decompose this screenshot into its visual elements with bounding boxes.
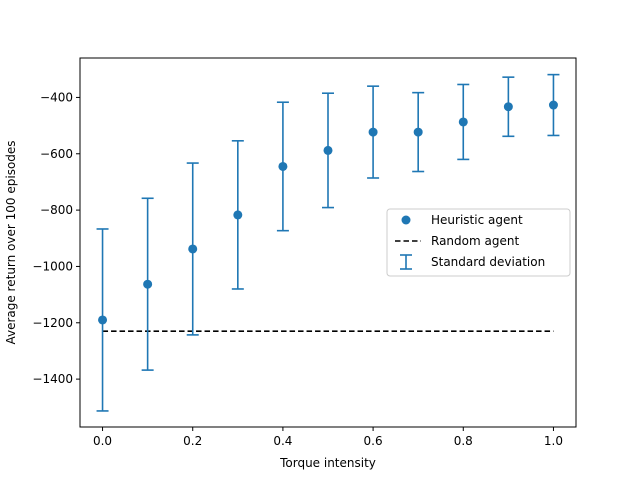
y-tick-label: −800 — [40, 203, 73, 217]
legend-label-random: Random agent — [431, 234, 519, 248]
data-point — [98, 315, 108, 325]
data-point — [413, 127, 423, 137]
legend-box — [386, 208, 571, 277]
data-point — [368, 127, 378, 137]
data-point — [233, 210, 243, 220]
plot-area — [96, 73, 560, 412]
data-point — [278, 161, 288, 171]
data-point — [548, 100, 558, 110]
legend-label-heuristic: Heuristic agent — [431, 213, 523, 227]
data-point — [143, 279, 153, 289]
legend: Heuristic agent Random agent Standard devi… — [386, 208, 571, 277]
x-tick-label: 0.2 — [183, 434, 202, 448]
x-axis-label: Torque intensity — [279, 456, 376, 470]
data-point — [503, 102, 513, 112]
legend-label-std: Standard deviation — [431, 255, 545, 269]
y-tick-label: −600 — [40, 147, 73, 161]
data-point — [458, 117, 468, 127]
y-axis-label: Average return over 100 episodes — [4, 140, 18, 344]
x-tick-label: 1.0 — [544, 434, 563, 448]
data-point — [323, 145, 333, 155]
data-point — [188, 244, 198, 254]
axes-frame — [79, 57, 577, 428]
y-tick-label: −1200 — [32, 316, 73, 330]
legend-marker-std — [400, 254, 412, 270]
x-tick-label: 0.6 — [364, 434, 383, 448]
y-tick-label: −1000 — [32, 259, 73, 273]
x-tick-label: 0.0 — [93, 434, 112, 448]
x-tick-label: 0.4 — [273, 434, 292, 448]
y-tick-label: −1400 — [32, 372, 73, 386]
axes: 0.0 0.2 0.4 0.6 0.8 1.0 −1400 −1200 −1000 −800 −60… — [32, 57, 577, 448]
y-tick-label: −400 — [40, 90, 73, 104]
legend-marker-heuristic — [401, 215, 411, 225]
x-tick-label: 0.8 — [454, 434, 473, 448]
